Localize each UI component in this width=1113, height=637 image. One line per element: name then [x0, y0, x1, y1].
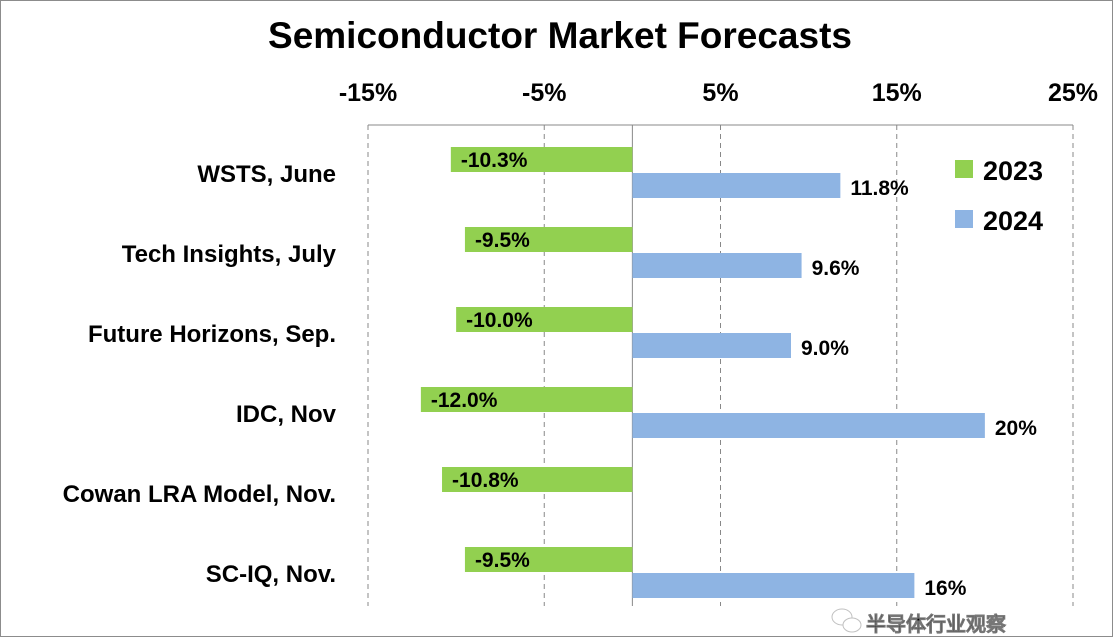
category-label: IDC, Nov: [236, 401, 337, 428]
bar-2023: [420, 387, 633, 412]
watermark-text: 半导体行业观察: [866, 612, 1007, 636]
bar-2024: [632, 253, 802, 278]
bar-2024: [632, 573, 915, 598]
x-tick-label: 15%: [872, 79, 922, 107]
wechat-icon: [831, 608, 862, 633]
category-label: SC-IQ, Nov.: [206, 561, 336, 588]
data-label: 11.8%: [850, 177, 909, 200]
bar-2024: [632, 413, 985, 438]
data-label: -10.3%: [461, 149, 528, 172]
x-tick-label: 5%: [702, 79, 738, 107]
data-label: -10.8%: [452, 469, 519, 492]
bar-2024: [632, 333, 791, 358]
category-label: Tech Insights, July: [122, 241, 337, 268]
category-label: Cowan LRA Model, Nov.: [63, 481, 336, 508]
category-label: Future Horizons, Sep.: [88, 321, 336, 348]
data-label: -9.5%: [475, 229, 530, 252]
bar-2023: [442, 467, 633, 492]
bar-2023: [450, 147, 633, 172]
data-label: -10.0%: [466, 309, 533, 332]
data-label: -9.5%: [475, 549, 530, 572]
data-label: 9.6%: [812, 257, 860, 280]
chart-title: Semiconductor Market Forecasts: [268, 15, 852, 56]
data-label: 9.0%: [801, 337, 849, 360]
x-tick-label: 25%: [1048, 79, 1098, 107]
data-label: 16%: [924, 577, 966, 600]
bar-2023: [464, 547, 633, 572]
legend-label: 2023: [983, 156, 1043, 186]
bar-2023: [464, 227, 633, 252]
legend-label: 2024: [983, 206, 1043, 236]
legend-swatch-2023: [955, 160, 973, 178]
x-tick-label: -15%: [339, 79, 397, 107]
data-label: -12.0%: [431, 389, 498, 412]
bar-2023: [456, 307, 633, 332]
legend-swatch-2024: [955, 210, 973, 228]
data-label: 20%: [995, 417, 1037, 440]
x-tick-label: -5%: [522, 79, 566, 107]
category-label: WSTS, June: [197, 161, 336, 188]
bar-2024: [632, 173, 841, 198]
watermark: 半导体行业观察: [831, 608, 1007, 636]
